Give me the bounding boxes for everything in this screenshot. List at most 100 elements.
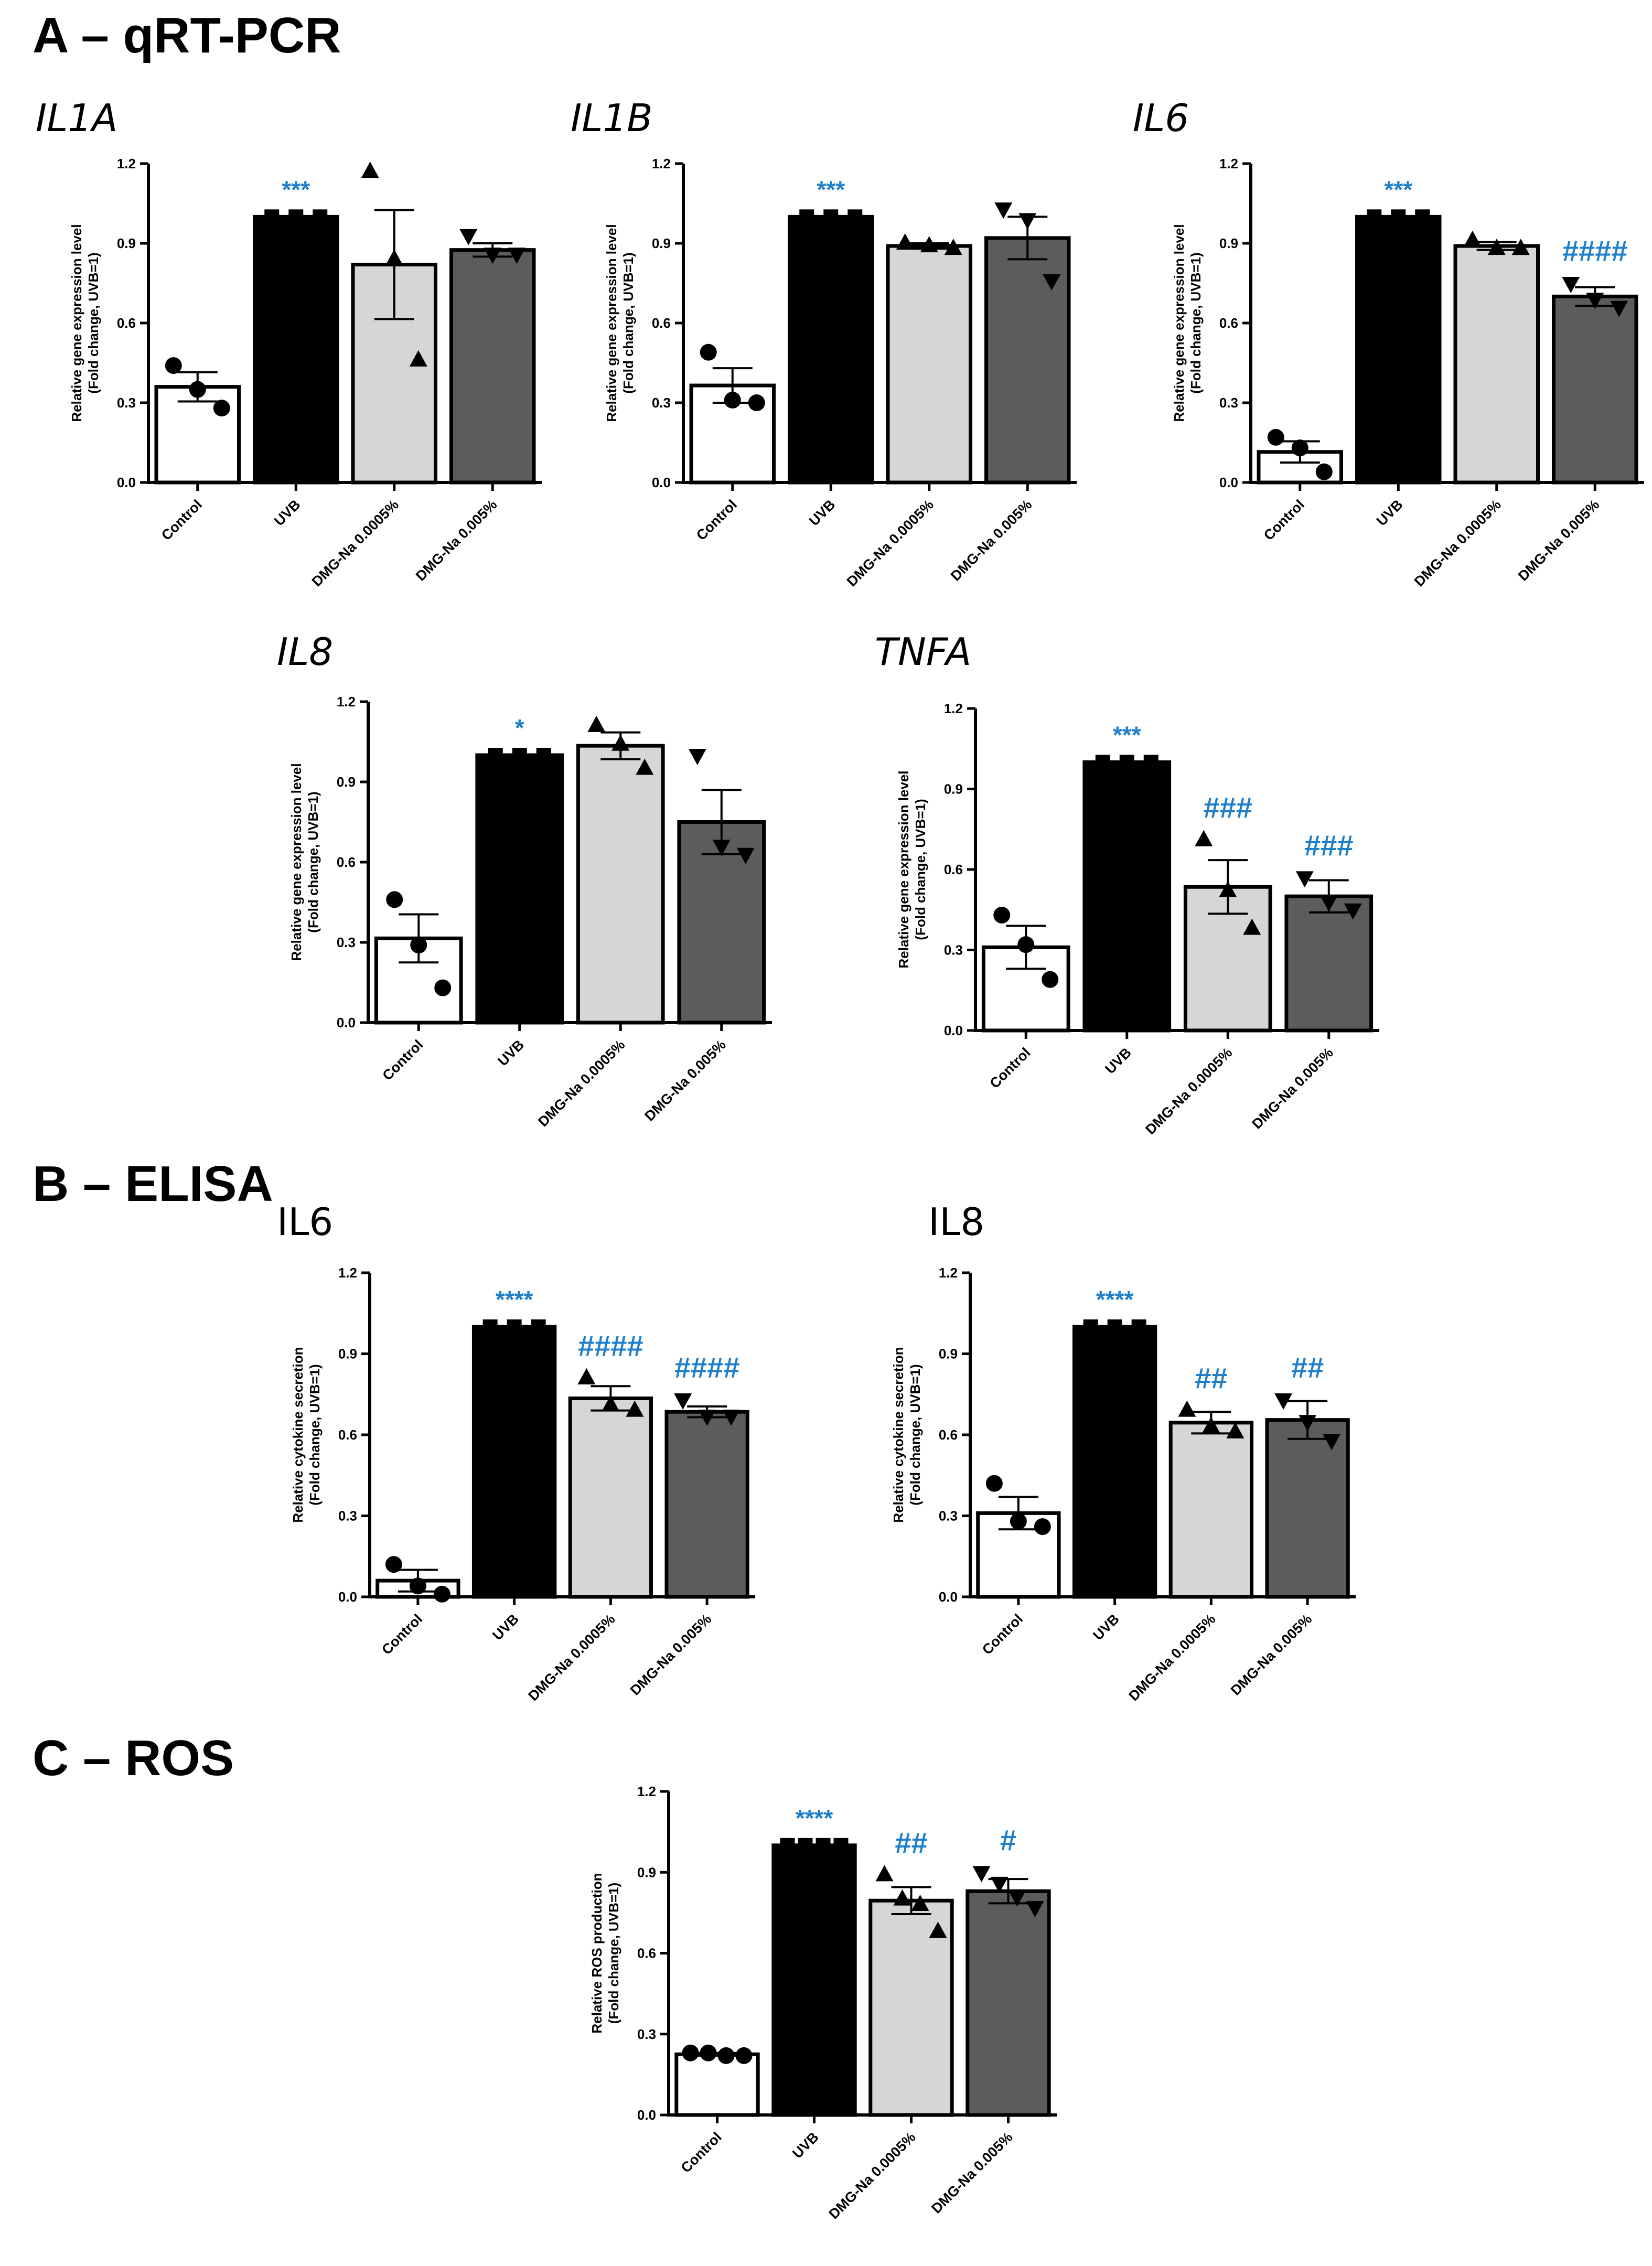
chart-title-il8: IL8 xyxy=(277,630,333,674)
data-point-ros-ros-2-3 xyxy=(929,1921,947,1938)
significance-elisa-il6-2: #### xyxy=(578,1329,643,1362)
data-point-elisa-il8-1-0 xyxy=(1083,1319,1098,1334)
y-tick-label-ros-ros-1: 0.3 xyxy=(637,2026,656,2042)
data-point-qpcr-il8-0-0 xyxy=(386,891,403,908)
y-axis-sublabel-qpcr-tnfa: (Fold change, UVB=1) xyxy=(913,799,928,940)
data-point-elisa-il8-1-1 xyxy=(1107,1319,1122,1334)
data-point-qpcr-tnfa-0-2 xyxy=(1042,971,1059,988)
data-point-elisa-il8-1-2 xyxy=(1131,1319,1146,1334)
y-tick-label-qpcr-il6-4: 1.2 xyxy=(1219,156,1238,171)
data-point-qpcr-il1a-3-2 xyxy=(508,248,526,264)
category-label-qpcr-il1b-2: DMG-Na 0.0005% xyxy=(844,497,937,589)
data-point-elisa-il8-2-1 xyxy=(1202,1416,1220,1433)
category-label-qpcr-il8-1: UVB xyxy=(495,1037,527,1069)
data-point-ros-ros-0-2 xyxy=(717,2047,735,2064)
y-tick-label-elisa-il6-1: 0.3 xyxy=(338,1508,357,1524)
data-point-qpcr-il6-3-0 xyxy=(1562,277,1580,293)
y-tick-label-elisa-il6-4: 1.2 xyxy=(338,1265,357,1281)
significance-ros-ros-1: **** xyxy=(796,1805,833,1832)
bar-qpcr-il1a-3 xyxy=(449,248,536,485)
y-axis-label-elisa-il6: Relative cytokine secretion xyxy=(290,1347,306,1522)
y-tick-label-qpcr-il1b-3: 0.9 xyxy=(652,235,671,251)
y-tick-label-qpcr-il1a-3: 0.9 xyxy=(117,235,136,251)
category-label-elisa-il8-0: Control xyxy=(979,1611,1026,1658)
data-point-qpcr-il8-1-0 xyxy=(488,748,503,763)
category-label-qpcr-il1a-0: Control xyxy=(158,497,205,543)
data-point-elisa-il6-2-1 xyxy=(602,1395,620,1412)
data-point-ros-ros-1-2 xyxy=(816,1838,831,1853)
data-point-ros-ros-3-0 xyxy=(972,1866,991,1883)
y-tick-label-qpcr-tnfa-0: 0.0 xyxy=(944,1023,963,1038)
category-label-ros-ros-0: Control xyxy=(678,2129,725,2176)
y-axis-sublabel-ros-ros: (Fold change, UVB=1) xyxy=(606,1883,621,2024)
data-point-qpcr-tnfa-0-1 xyxy=(1017,936,1035,953)
category-label-qpcr-il1a-3: DMG-Na 0.005% xyxy=(413,497,500,584)
y-tick-label-elisa-il8-2: 0.6 xyxy=(939,1427,958,1443)
data-point-qpcr-tnfa-1-2 xyxy=(1143,755,1158,770)
y-tick-label-elisa-il6-3: 0.9 xyxy=(338,1346,357,1362)
data-point-qpcr-il8-1-1 xyxy=(512,748,527,763)
data-point-ros-ros-2-0 xyxy=(875,1865,894,1882)
significance-ros-ros-2: ## xyxy=(895,1826,927,1859)
data-point-ros-ros-0-3 xyxy=(735,2047,753,2064)
data-point-elisa-il8-3-2 xyxy=(1323,1434,1341,1451)
y-axis-sublabel-qpcr-il8: (Fold change, UVB=1) xyxy=(305,791,321,932)
data-point-elisa-il8-0-2 xyxy=(1034,1518,1051,1535)
y-axis-label-qpcr-il6: Relative gene expression level xyxy=(1171,224,1187,422)
category-label-qpcr-il6-1: UVB xyxy=(1374,497,1406,529)
data-point-elisa-il6-2-0 xyxy=(577,1368,596,1384)
y-tick-label-qpcr-il8-4: 1.2 xyxy=(337,694,356,710)
data-point-qpcr-il8-3-1 xyxy=(712,840,731,856)
data-point-qpcr-il1b-2-2 xyxy=(944,239,962,255)
y-tick-label-elisa-il8-3: 0.9 xyxy=(939,1346,958,1362)
data-point-qpcr-il1b-3-0 xyxy=(994,202,1013,219)
category-label-elisa-il8-1: UVB xyxy=(1090,1611,1122,1644)
category-label-qpcr-tnfa-3: DMG-Na 0.005% xyxy=(1249,1045,1336,1132)
category-label-ros-ros-1: UVB xyxy=(789,2129,822,2162)
category-label-elisa-il6-0: Control xyxy=(379,1611,425,1658)
category-label-elisa-il6-3: DMG-Na 0.005% xyxy=(627,1611,715,1699)
y-tick-label-qpcr-il8-1: 0.3 xyxy=(337,935,356,950)
category-label-qpcr-il1b-1: UVB xyxy=(806,497,839,529)
chart-qpcr-il1b: 0.0 0.3 0.6 0.9 1.2 Relative gene expression … xyxy=(604,156,1077,589)
y-tick-label-qpcr-il6-0: 0.0 xyxy=(1219,475,1238,490)
data-point-qpcr-il1b-1-0 xyxy=(799,209,814,224)
bar-qpcr-il1b-2 xyxy=(886,244,972,485)
data-point-qpcr-tnfa-2-0 xyxy=(1195,830,1213,846)
chart-ros-ros: 0.0 0.3 0.6 0.9 1.2 Relative ROS production (F… xyxy=(589,1784,1057,2222)
data-point-qpcr-tnfa-2-1 xyxy=(1219,880,1237,897)
data-point-qpcr-tnfa-0-0 xyxy=(993,906,1011,923)
data-point-qpcr-il1a-3-0 xyxy=(459,229,478,245)
bar-elisa-il8-1 xyxy=(1072,1325,1157,1599)
y-tick-label-elisa-il8-0: 0.0 xyxy=(939,1589,958,1605)
category-label-qpcr-il6-2: DMG-Na 0.0005% xyxy=(1411,497,1504,589)
category-label-qpcr-tnfa-0: Control xyxy=(986,1045,1033,1091)
data-point-qpcr-tnfa-3-1 xyxy=(1320,895,1338,912)
data-point-qpcr-il6-1-0 xyxy=(1367,209,1382,224)
y-tick-label-qpcr-tnfa-4: 1.2 xyxy=(944,701,963,716)
y-tick-label-elisa-il6-0: 0.0 xyxy=(338,1589,357,1605)
bar-qpcr-tnfa-3 xyxy=(1284,894,1374,1033)
chart-title-tnfa: TNFA xyxy=(875,630,971,674)
chart-qpcr-il1a: 0.0 0.3 0.6 0.9 1.2 Relative gene expression … xyxy=(69,156,542,589)
data-point-elisa-il6-1-2 xyxy=(531,1319,546,1334)
y-axis-sublabel-elisa-il6: (Fold change, UVB=1) xyxy=(307,1364,323,1505)
data-point-ros-ros-2-2 xyxy=(911,1894,929,1911)
y-tick-label-ros-ros-2: 0.6 xyxy=(637,1946,656,1961)
category-label-qpcr-il8-3: DMG-Na 0.005% xyxy=(641,1037,729,1124)
data-point-qpcr-tnfa-1-0 xyxy=(1095,755,1110,770)
chart-title-il1b: IL1B xyxy=(571,96,653,140)
data-point-qpcr-il1a-2-0 xyxy=(361,162,379,178)
data-point-elisa-il8-2-2 xyxy=(1226,1422,1245,1438)
y-axis-sublabel-qpcr-il6: (Fold change, UVB=1) xyxy=(1188,252,1204,393)
significance-elisa-il6-3: #### xyxy=(674,1351,740,1384)
y-tick-label-qpcr-il8-3: 0.9 xyxy=(337,774,356,790)
significance-elisa-il8-2: ## xyxy=(1195,1362,1227,1395)
data-point-ros-ros-1-0 xyxy=(780,1838,795,1853)
chart-title-elisa-il8: IL8 xyxy=(928,1200,984,1244)
data-point-qpcr-il1a-3-1 xyxy=(484,248,502,264)
data-point-qpcr-il6-1-1 xyxy=(1391,209,1406,224)
category-label-qpcr-il8-0: Control xyxy=(379,1037,426,1083)
category-label-qpcr-il1b-0: Control xyxy=(693,497,740,543)
